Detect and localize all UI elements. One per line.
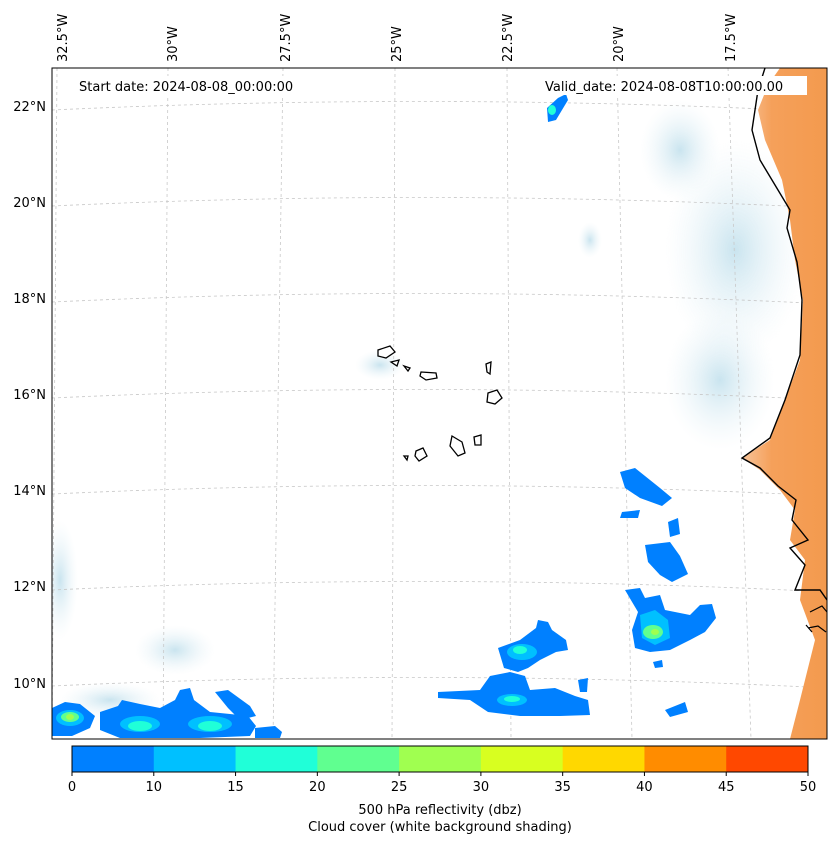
lon-label: 30°W xyxy=(166,26,181,62)
colorbar-tick-label: 45 xyxy=(718,780,735,795)
colorbar-segment xyxy=(153,746,237,772)
reflectivity-echoes xyxy=(52,94,716,738)
cloud-cover-shading xyxy=(52,100,805,718)
colorbar-label: 500 hPa reflectivity (dbz) xyxy=(358,803,521,818)
colorbar-tick-label: 35 xyxy=(554,780,571,795)
valid-date-label: Valid_date: 2024-08-08T10:00:00.00 xyxy=(545,80,783,95)
africa-coastline xyxy=(740,68,827,601)
colorbar-frame xyxy=(71,745,809,773)
lon-label: 27.5°W xyxy=(279,14,294,62)
colorbar-tick-label: 0 xyxy=(68,780,76,795)
colorbar-tick-label: 10 xyxy=(146,780,163,795)
colorbar-segment xyxy=(644,746,727,772)
lat-label: 12°N xyxy=(13,580,46,595)
colorbar-segment xyxy=(480,746,564,772)
lat-label: 20°N xyxy=(13,196,46,211)
lon-label: 20°W xyxy=(612,26,627,62)
guinea-coast xyxy=(805,605,827,633)
map-area xyxy=(52,68,827,739)
lon-label: 17.5°W xyxy=(724,14,739,62)
colorbar-segment xyxy=(399,746,482,772)
start-date-label: Start date: 2024-08-08_00:00:00 xyxy=(79,80,293,95)
lon-label: 25°W xyxy=(390,26,405,62)
colorbar-sublabel: Cloud cover (white background shading) xyxy=(308,820,572,835)
colorbar-tick-label: 50 xyxy=(800,780,817,795)
lon-label: 22.5°W xyxy=(501,14,516,62)
colorbar-segment xyxy=(317,746,400,772)
africa-land xyxy=(742,68,827,739)
lat-label: 22°N xyxy=(13,100,46,115)
cape-verde-islands xyxy=(377,345,503,462)
colorbar-tick-label: 20 xyxy=(309,780,326,795)
lat-label: 18°N xyxy=(13,292,46,307)
valid-date-box xyxy=(540,76,807,95)
colorbar-tick-label: 30 xyxy=(473,780,490,795)
start-date-box xyxy=(72,76,312,95)
colorbar-tick-label: 40 xyxy=(636,780,653,795)
longitude-labels: 32.5°W 30°W 27.5°W 25°W 22.5°W 20°W 17.5… xyxy=(56,14,739,62)
colorbar: 0 10 15 20 25 30 35 40 45 50 500 hPa reflectivity… xyxy=(68,745,817,835)
lon-label: 32.5°W xyxy=(56,14,71,62)
gridlines xyxy=(52,68,827,739)
colorbar-segment xyxy=(235,746,318,772)
map-frame xyxy=(51,67,828,740)
lat-label: 14°N xyxy=(13,484,46,499)
colorbar-segment xyxy=(562,746,645,772)
colorbar-segment xyxy=(726,746,809,772)
lat-label: 10°N xyxy=(13,677,46,692)
latitude-labels: 22°N 20°N 18°N 16°N 14°N 12°N 10°N xyxy=(13,100,46,692)
colorbar-segment xyxy=(72,746,155,772)
colorbar-tick-label: 15 xyxy=(227,780,244,795)
colorbar-tick-label: 25 xyxy=(391,780,408,795)
lat-label: 16°N xyxy=(13,388,46,403)
